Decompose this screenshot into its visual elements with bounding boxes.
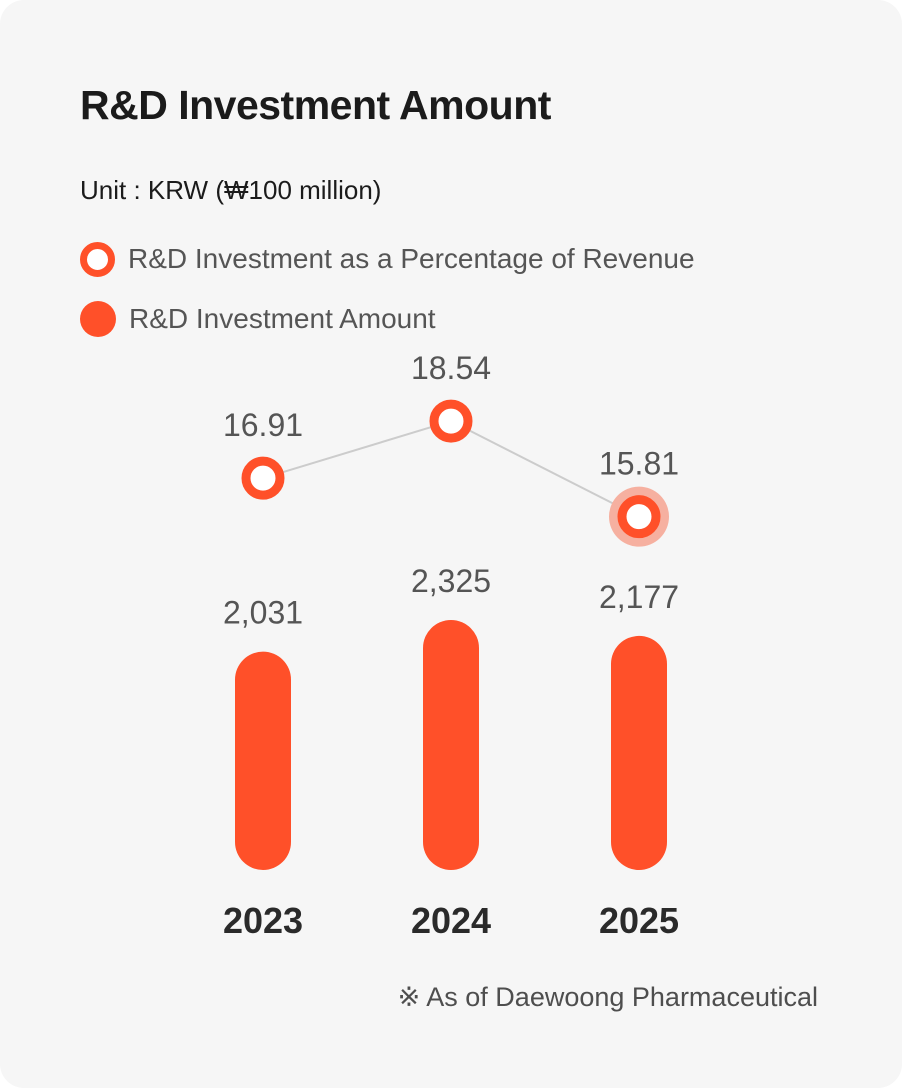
legend-label-percentage: R&D Investment as a Percentage of Revenu… [128,243,695,274]
x-tick-label-2025: 2025 [599,900,679,941]
percentage-marker-2024 [429,399,473,443]
percentage-value-label-2023: 16.91 [223,407,303,443]
percentage-value-label-2024: 18.54 [411,350,491,386]
ring-marker-icon [80,241,115,277]
x-tick-label-2024: 2024 [411,900,491,941]
bar-2024 [423,620,479,870]
bar-value-label-2023: 2,031 [223,595,303,631]
legend-label-amount: R&D Investment Amount [129,303,436,334]
percentage-marker-2025 [617,495,661,539]
unit-label: Unit : KRW (₩100 million) [80,175,382,205]
percentage-value-label-2025: 15.81 [599,446,679,482]
legend-item-percentage: R&D Investment as a Percentage of Revenu… [80,241,695,277]
bar-2025 [611,635,667,870]
bar-2023 [235,651,291,870]
percentage-marker-2023 [241,456,285,500]
dot-marker-icon [80,301,116,337]
legend-item-amount: R&D Investment Amount [80,301,436,337]
chart-title: R&D Investment Amount [80,82,551,128]
percentage-line-segment-1 [262,420,452,480]
x-tick-label-2023: 2023 [223,900,303,941]
bar-value-label-2025: 2,177 [599,579,679,615]
bar-value-label-2024: 2,325 [411,563,491,599]
footnote: ※ As of Daewoong Pharmaceutical [397,982,818,1012]
percentage-line-segment-2 [450,420,640,518]
